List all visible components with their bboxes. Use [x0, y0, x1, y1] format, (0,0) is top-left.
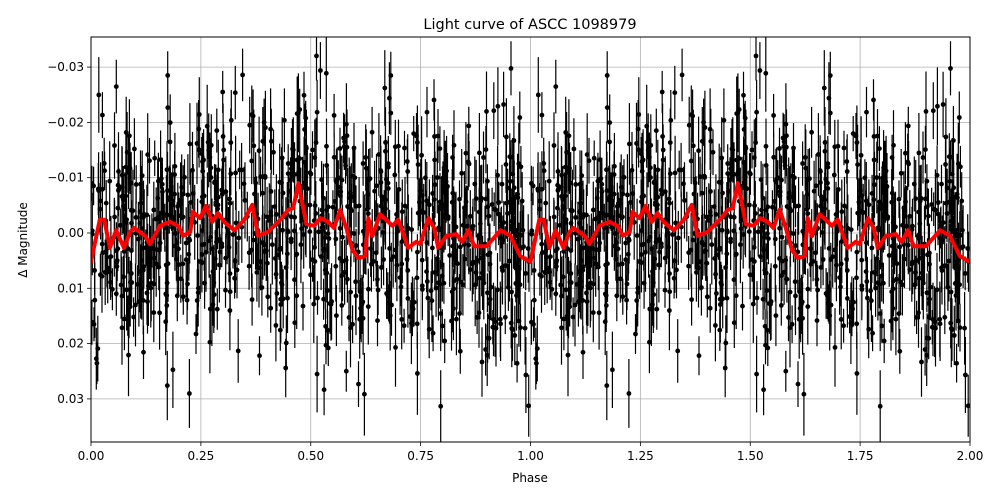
data-points — [91, 37, 970, 442]
x-axis-label: Phase — [512, 471, 548, 485]
y-tick-label: 0.00 — [57, 226, 84, 240]
x-tick-label: 0.50 — [297, 449, 324, 463]
x-tick-label: 2.00 — [957, 449, 984, 463]
chart-title: Light curve of ASCC 1098979 — [423, 17, 636, 33]
x-tick-label: 1.00 — [517, 449, 544, 463]
y-tick-label: 0.03 — [57, 392, 84, 406]
y-axis-ticks: −0.03 −0.02 −0.01 0.00 0.01 0.02 0.03 — [47, 60, 91, 406]
y-tick-label: 0.01 — [57, 281, 84, 295]
x-tick-label: 1.25 — [627, 449, 654, 463]
x-tick-label: 1.50 — [737, 449, 764, 463]
x-axis-ticks: 0.00 0.25 0.50 0.75 1.00 1.25 1.50 1.75 2.00 — [78, 442, 984, 463]
y-tick-label: −0.01 — [47, 171, 84, 185]
y-axis-label: Δ Magnitude — [16, 202, 30, 278]
model-curve — [91, 181, 970, 264]
x-tick-label: 0.25 — [188, 449, 215, 463]
x-tick-label: 1.75 — [847, 449, 874, 463]
x-tick-label: 0.75 — [407, 449, 434, 463]
x-tick-label: 0.00 — [78, 449, 105, 463]
y-tick-label: 0.02 — [57, 337, 84, 351]
y-tick-label: −0.03 — [47, 60, 84, 74]
y-tick-label: −0.02 — [47, 115, 84, 129]
plot-area — [90, 36, 971, 443]
